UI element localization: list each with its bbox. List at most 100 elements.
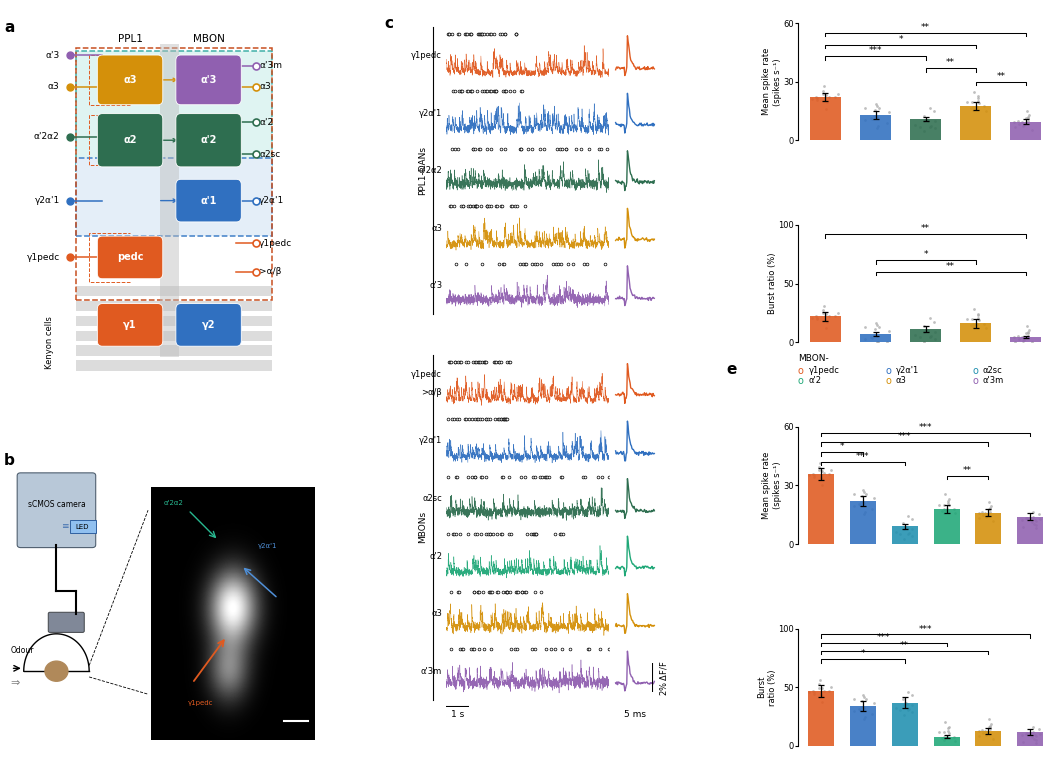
Point <box>1014 120 1031 132</box>
Point <box>815 85 832 97</box>
Point <box>829 306 846 318</box>
Point <box>820 310 837 322</box>
Point <box>1014 115 1031 128</box>
Point <box>1026 518 1043 530</box>
Bar <box>976 731 1001 746</box>
Point <box>947 734 964 747</box>
Point <box>820 91 837 103</box>
Bar <box>860 334 891 342</box>
FancyBboxPatch shape <box>97 114 163 167</box>
Point <box>813 682 830 694</box>
Point <box>811 461 828 473</box>
Point <box>919 324 936 336</box>
Point <box>813 465 830 478</box>
Point <box>879 335 896 348</box>
Point <box>903 699 920 711</box>
Point <box>855 691 872 703</box>
Text: MBONs: MBONs <box>418 511 428 544</box>
Point <box>921 312 938 325</box>
Point <box>969 308 986 320</box>
Text: α'1: α'1 <box>200 195 217 205</box>
Text: o: o <box>885 365 891 375</box>
Point <box>1018 512 1035 524</box>
Text: LED: LED <box>76 524 89 530</box>
Point <box>1020 109 1037 122</box>
Point <box>974 506 991 518</box>
Text: sCMOS camera: sCMOS camera <box>28 500 85 509</box>
Text: γ2α'1: γ2α'1 <box>419 437 443 445</box>
Point <box>811 464 828 477</box>
Point <box>1025 721 1042 734</box>
Point <box>935 498 952 511</box>
Bar <box>76 361 272 371</box>
Point <box>978 509 995 521</box>
Point <box>898 698 915 711</box>
Point <box>815 80 832 92</box>
Point <box>964 318 981 330</box>
Point <box>934 732 951 744</box>
Text: *: * <box>924 250 928 259</box>
Bar <box>910 119 942 141</box>
Text: **: ** <box>900 641 909 650</box>
Text: ***: *** <box>919 624 932 634</box>
Bar <box>76 301 272 311</box>
Text: α'3m: α'3m <box>260 62 282 70</box>
Point <box>895 523 912 535</box>
Bar <box>810 316 841 342</box>
Point <box>1030 723 1047 735</box>
Point <box>940 497 957 509</box>
Text: α'2: α'2 <box>200 135 217 145</box>
Point <box>853 490 870 502</box>
Point <box>1011 118 1028 131</box>
Point <box>863 112 880 124</box>
Point <box>854 688 871 701</box>
Point <box>970 96 987 108</box>
Point <box>854 484 871 496</box>
Point <box>919 115 936 127</box>
FancyBboxPatch shape <box>97 304 163 346</box>
Point <box>968 318 985 330</box>
Text: >α/β: >α/β <box>260 267 282 276</box>
Point <box>864 707 881 720</box>
Point <box>1024 731 1041 744</box>
Text: α'3: α'3 <box>200 75 217 85</box>
Text: ≡: ≡ <box>61 522 68 531</box>
Point <box>850 498 867 510</box>
Point <box>1025 506 1042 518</box>
Point <box>968 101 985 113</box>
Text: γ2: γ2 <box>202 320 215 330</box>
Point <box>850 703 867 715</box>
Point <box>820 468 837 480</box>
Text: α2sc: α2sc <box>422 494 443 503</box>
Point <box>1007 122 1024 134</box>
Y-axis label: Burst
ratio (%): Burst ratio (%) <box>758 669 777 705</box>
Point <box>1020 324 1037 336</box>
Point <box>898 522 915 534</box>
Point <box>895 699 912 711</box>
Point <box>811 681 828 694</box>
Text: >α/β: >α/β <box>421 388 443 397</box>
Bar <box>1011 122 1042 141</box>
Point <box>970 512 987 524</box>
Point <box>817 315 834 327</box>
Point <box>808 92 825 104</box>
Point <box>1025 511 1042 523</box>
Point <box>964 313 981 325</box>
Point <box>866 322 883 335</box>
Point <box>812 471 829 484</box>
Point <box>864 503 881 515</box>
Point <box>985 514 1002 527</box>
Point <box>801 469 818 481</box>
Point <box>921 331 938 343</box>
Text: α2: α2 <box>123 135 137 145</box>
Point <box>935 734 952 747</box>
Point <box>1014 514 1031 526</box>
Point <box>809 92 826 105</box>
Point <box>814 88 831 100</box>
Point <box>1031 727 1048 740</box>
Text: ⇒: ⇒ <box>11 677 20 687</box>
Point <box>827 311 844 323</box>
Y-axis label: Burst ratio (%): Burst ratio (%) <box>767 253 777 315</box>
Point <box>899 528 916 541</box>
Point <box>903 689 920 701</box>
